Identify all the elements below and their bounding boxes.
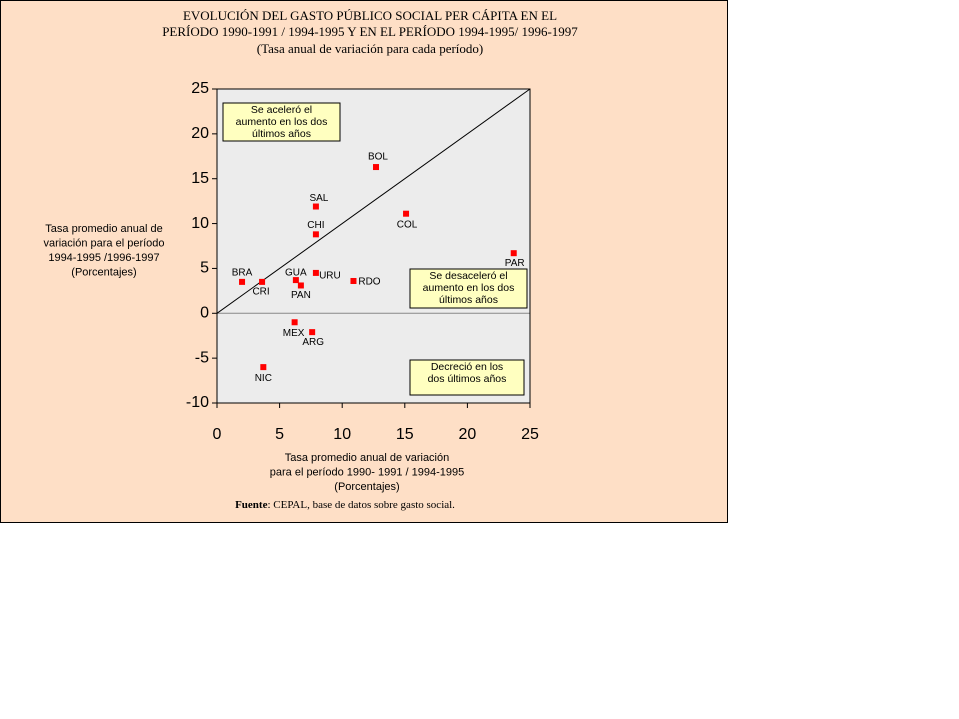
point-label: MEX xyxy=(283,328,305,339)
point xyxy=(292,277,299,284)
annotation-box xyxy=(409,359,525,396)
point-label: BRA xyxy=(232,268,253,279)
annotation-text: Decreció en los xyxy=(431,361,503,373)
y-axis-title: (Porcentajes) xyxy=(71,266,136,278)
point xyxy=(309,329,316,336)
point-label: PAR xyxy=(505,258,525,269)
annotation-box xyxy=(222,102,341,142)
source-text: : CEPAL, base de datos sobre gasto socia… xyxy=(267,499,455,511)
point-label: URU xyxy=(319,271,341,282)
y-axis-title: 1994-1995 /1996-1997 xyxy=(48,252,159,264)
annotation-text: aumento en los dos xyxy=(423,282,515,294)
point xyxy=(350,277,357,284)
point-label: ARG xyxy=(302,337,324,348)
y-tick-label: -10 xyxy=(186,394,209,411)
y-tick-label: 15 xyxy=(191,170,209,187)
point xyxy=(297,282,304,289)
annotation-text: Se aceleró el xyxy=(251,104,312,116)
x-axis-title: para el período 1990- 1991 / 1994-1995 xyxy=(270,466,465,478)
point xyxy=(312,231,319,238)
y-axis-title: variación para el período xyxy=(43,237,164,249)
chart-subtitle: (Tasa anual de variación para cada perío… xyxy=(257,41,483,56)
annotation-text: Se desaceleró el xyxy=(429,270,507,282)
y-tick-label: 20 xyxy=(191,125,209,142)
y-tick-label: 5 xyxy=(200,260,209,277)
chart-title: EVOLUCIÓN DEL GASTO PÚBLICO SOCIAL PER C… xyxy=(183,8,557,23)
annotation-text: últimos años xyxy=(252,128,311,140)
point xyxy=(312,203,319,210)
x-axis-title: (Porcentajes) xyxy=(334,481,399,493)
annotation-text: últimos años xyxy=(439,294,498,306)
plot-frame xyxy=(216,88,531,404)
point-label: GUA xyxy=(285,268,307,279)
annotation-box xyxy=(409,268,528,309)
point xyxy=(260,364,267,371)
x-tick-label: 15 xyxy=(396,426,414,443)
x-axis-title: Tasa promedio anual de variación xyxy=(285,452,450,464)
y-tick-label: 25 xyxy=(191,80,209,97)
point-label: NIC xyxy=(255,373,272,384)
x-tick-label: 0 xyxy=(213,426,222,443)
y-tick-label: 10 xyxy=(191,215,209,232)
chart-title: PERÍODO 1990-1991 / 1994-1995 Y EN EL PE… xyxy=(162,24,578,39)
point xyxy=(291,319,298,326)
point xyxy=(259,278,266,285)
point xyxy=(373,164,380,171)
point-label: BOL xyxy=(368,152,388,163)
y-tick-label: 0 xyxy=(200,305,209,322)
point-label: PAN xyxy=(291,290,311,301)
source-label: Fuente xyxy=(235,499,268,511)
point-label: CRI xyxy=(252,287,269,298)
x-tick-label: 10 xyxy=(333,426,351,443)
point-label: SAL xyxy=(309,193,328,204)
x-tick-label: 25 xyxy=(521,426,539,443)
annotation-text: aumento en los dos xyxy=(236,116,328,128)
point xyxy=(239,278,246,285)
x-tick-label: 5 xyxy=(275,426,284,443)
x-tick-label: 20 xyxy=(459,426,477,443)
y-tick-label: -5 xyxy=(195,349,209,366)
y-axis-title: Tasa promedio anual de xyxy=(45,223,162,235)
point-label: CHI xyxy=(307,220,324,231)
point xyxy=(403,210,410,217)
diagonal-line xyxy=(216,88,531,314)
annotation-text: dos últimos años xyxy=(428,373,507,385)
point xyxy=(510,250,517,257)
point xyxy=(312,269,319,276)
point-label: COL xyxy=(397,219,418,230)
point-label: RDO xyxy=(358,277,380,288)
source: Fuente: CEPAL, base de datos sobre gasto… xyxy=(235,499,455,511)
